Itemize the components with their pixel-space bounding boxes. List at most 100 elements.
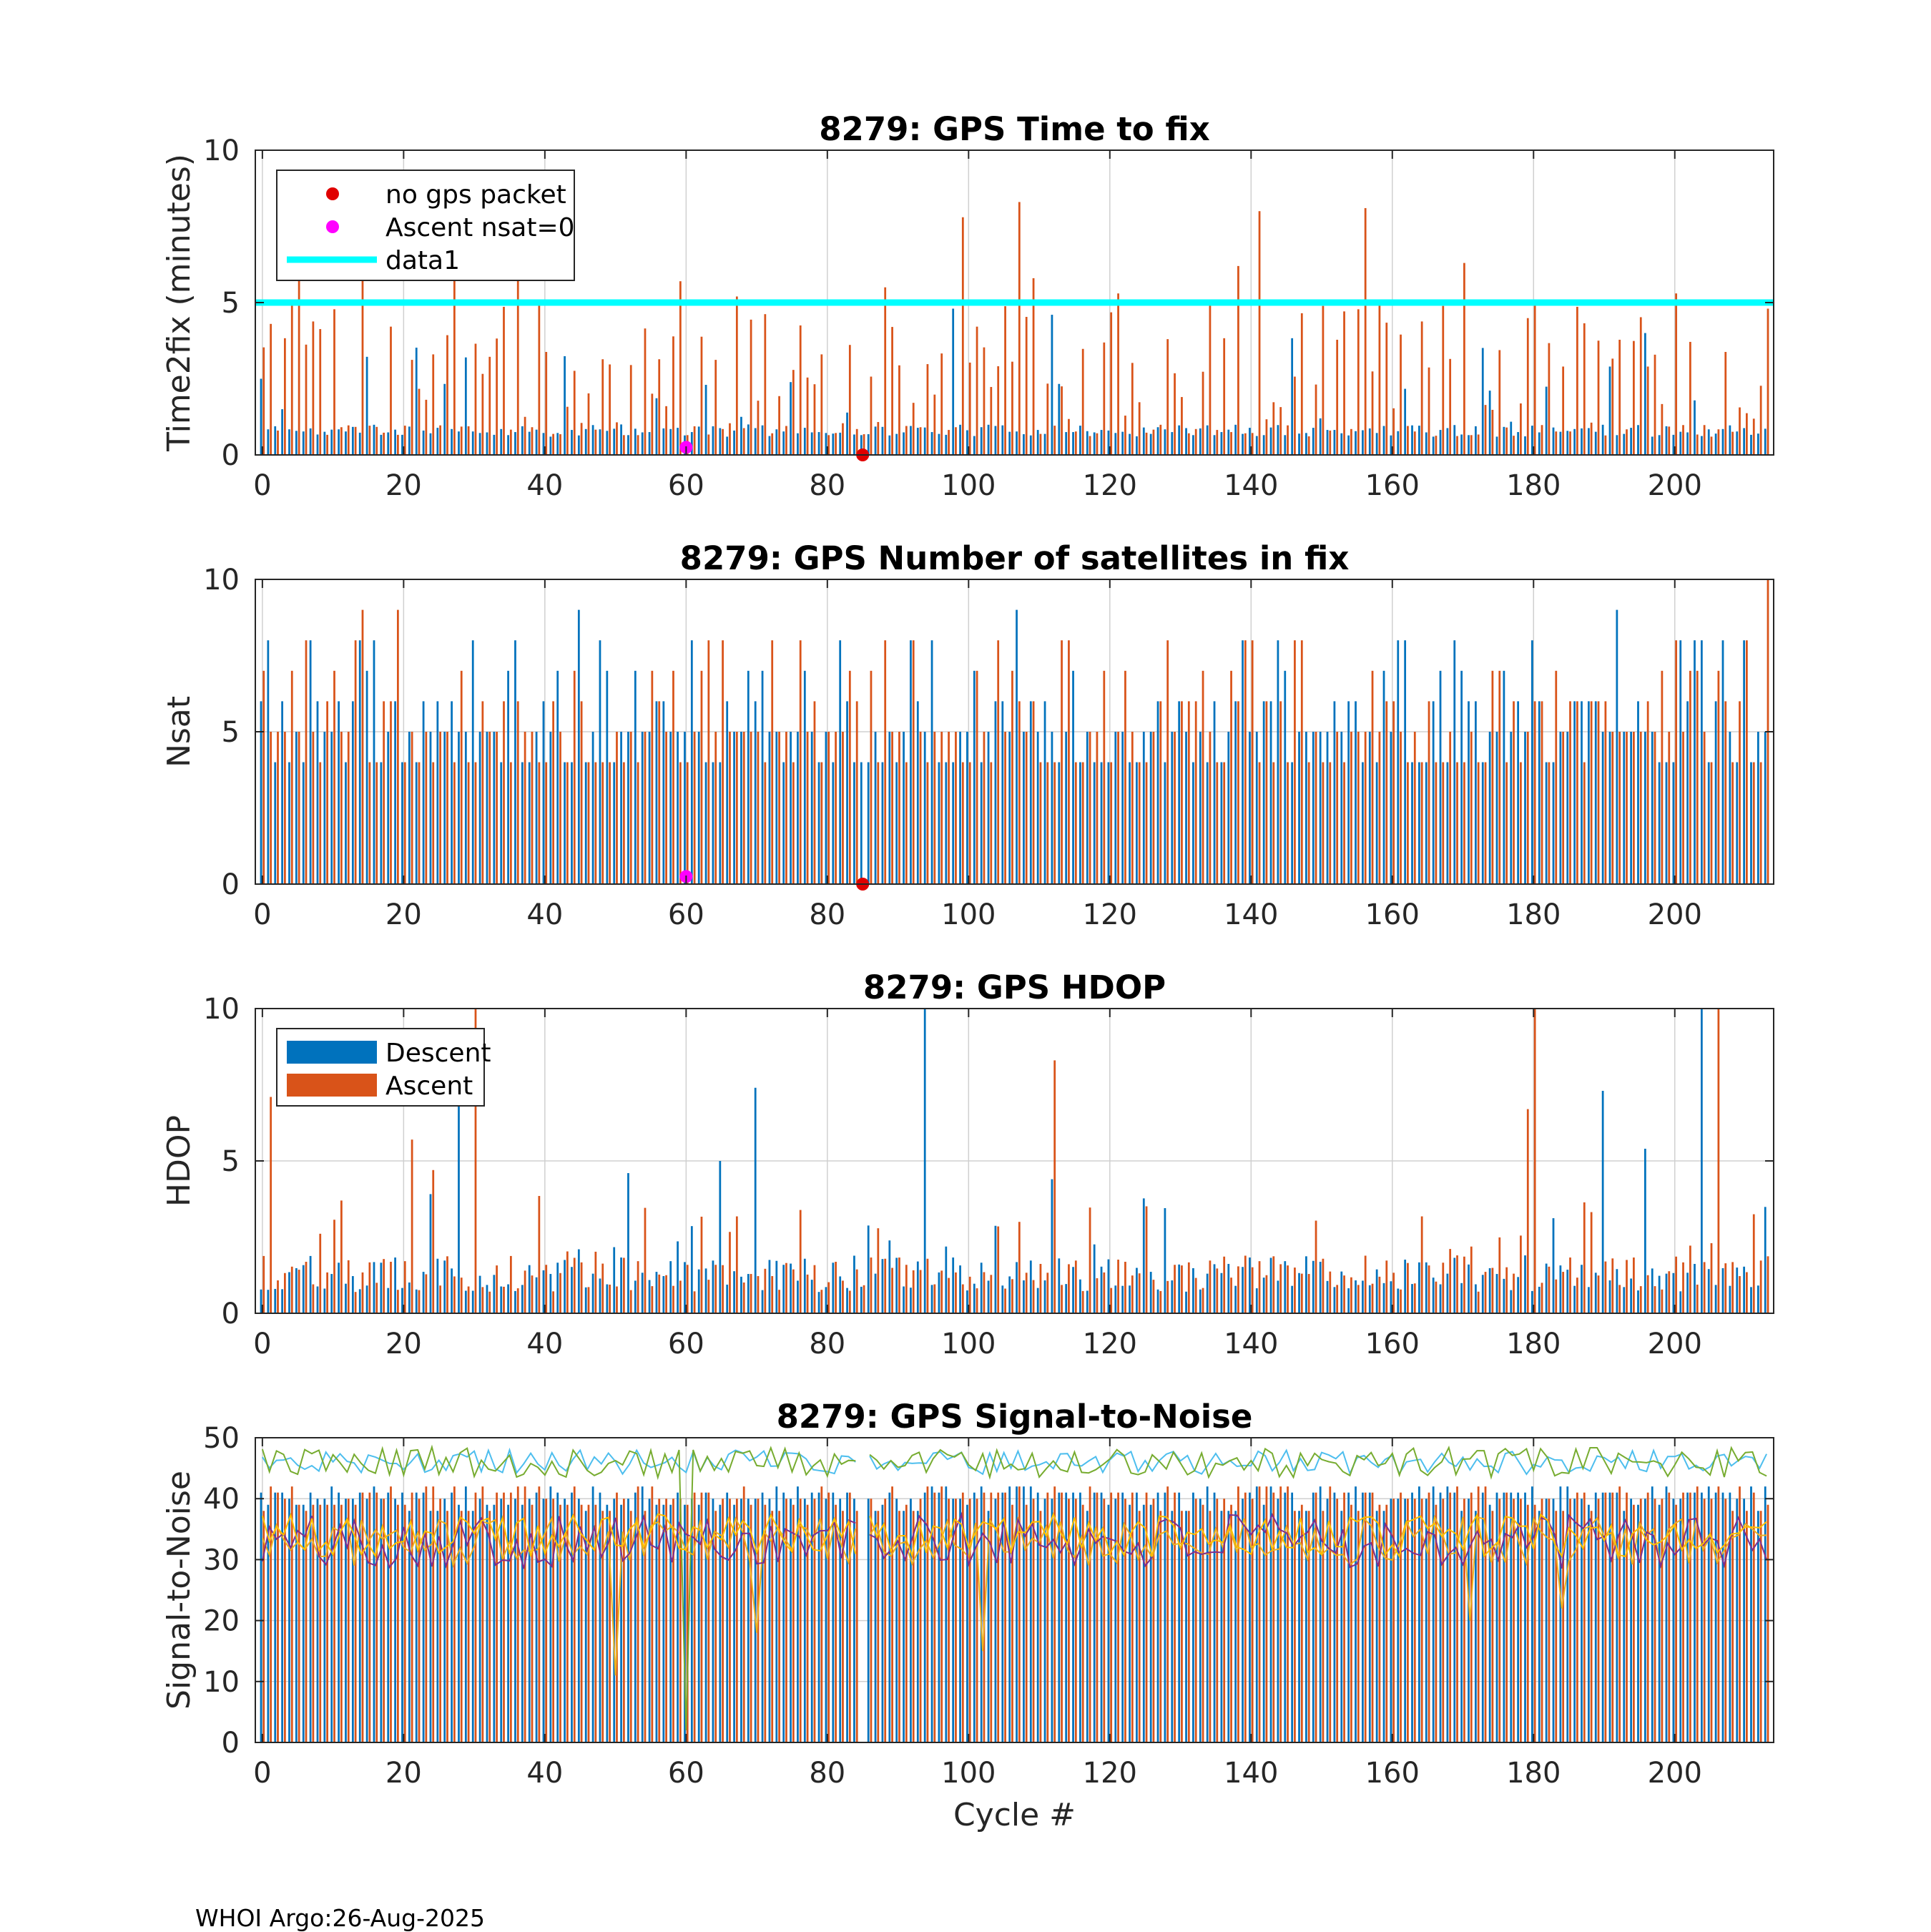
bar-descent bbox=[775, 732, 778, 884]
bar-ascent bbox=[835, 732, 837, 884]
bar-descent bbox=[1503, 670, 1505, 884]
bar-descent bbox=[1227, 429, 1230, 455]
bar-ascent bbox=[1696, 434, 1699, 455]
bar-ascent bbox=[1272, 1256, 1275, 1313]
bar-ascent bbox=[1364, 207, 1367, 455]
bar-ascent bbox=[1689, 670, 1691, 884]
bar-ascent bbox=[283, 1273, 286, 1313]
bar-descent bbox=[521, 1504, 524, 1742]
bar-descent bbox=[1390, 732, 1392, 884]
bar-ascent bbox=[354, 1292, 357, 1313]
bar-descent bbox=[295, 1504, 298, 1742]
bar-ascent bbox=[997, 1226, 1000, 1313]
bar-ascent bbox=[1194, 1499, 1197, 1742]
bar-ascent bbox=[1604, 1492, 1607, 1742]
bar-descent bbox=[606, 1504, 609, 1742]
y-axis-label: HDOP bbox=[161, 1115, 197, 1207]
bar-ascent bbox=[842, 1280, 844, 1313]
bar-descent bbox=[1136, 1267, 1138, 1313]
bar-descent bbox=[387, 1288, 390, 1313]
bar-ascent bbox=[905, 1504, 908, 1742]
bar-ascent bbox=[771, 640, 774, 884]
bar-ascent bbox=[1717, 670, 1720, 884]
bar-ascent bbox=[870, 670, 873, 884]
bar-descent bbox=[803, 1258, 806, 1313]
bar-descent bbox=[1284, 670, 1287, 884]
axes-frame bbox=[255, 1437, 1774, 1743]
bar-ascent bbox=[1131, 363, 1134, 455]
bar-ascent bbox=[270, 323, 272, 455]
bar-descent bbox=[1594, 431, 1597, 455]
bar-descent bbox=[1291, 1492, 1294, 1742]
bar-descent bbox=[274, 426, 277, 455]
bar-ascent bbox=[1159, 1290, 1162, 1313]
bar-ascent bbox=[983, 1272, 986, 1313]
bar-descent bbox=[797, 433, 799, 455]
bar-descent bbox=[1552, 762, 1555, 884]
bar-ascent bbox=[1498, 350, 1501, 455]
bar-ascent bbox=[961, 217, 964, 455]
bar-descent bbox=[1100, 430, 1103, 455]
bar-ascent bbox=[1724, 1499, 1727, 1742]
bar-descent bbox=[1347, 1492, 1350, 1742]
bar-ascent bbox=[1279, 407, 1282, 455]
y-tick-label: 10 bbox=[203, 993, 240, 1026]
bar-ascent bbox=[1689, 341, 1691, 455]
bar-ascent bbox=[1265, 701, 1268, 884]
bar-ascent bbox=[1322, 1258, 1325, 1313]
bar-ascent bbox=[1152, 732, 1155, 884]
bar-ascent bbox=[1618, 732, 1621, 884]
bar-descent bbox=[542, 433, 545, 455]
bar-ascent bbox=[1442, 1499, 1445, 1742]
bar-descent bbox=[288, 1499, 290, 1742]
bar-ascent bbox=[1654, 732, 1656, 884]
bar-descent bbox=[817, 762, 820, 884]
bar-ascent bbox=[1187, 433, 1190, 455]
bar-ascent bbox=[1767, 1504, 1769, 1742]
bar-ascent bbox=[277, 430, 279, 455]
bar-ascent bbox=[573, 1257, 576, 1313]
bar-ascent bbox=[1329, 762, 1332, 884]
bar-descent bbox=[443, 732, 446, 884]
bar-descent bbox=[260, 1289, 262, 1313]
bar-descent bbox=[556, 1262, 559, 1313]
bar-descent bbox=[1114, 732, 1117, 884]
bar-ascent bbox=[1633, 1504, 1635, 1742]
bar-ascent bbox=[1646, 1275, 1649, 1313]
bar-ascent bbox=[1477, 434, 1480, 455]
y-tick-label: 5 bbox=[222, 716, 240, 749]
bar-ascent bbox=[347, 1260, 350, 1313]
bar-ascent bbox=[439, 1499, 441, 1742]
bar-ascent bbox=[1562, 732, 1565, 884]
bar-descent bbox=[1588, 1287, 1590, 1313]
x-tick-label: 20 bbox=[385, 469, 422, 502]
bar-descent bbox=[1136, 762, 1138, 884]
bar-descent bbox=[274, 1492, 277, 1742]
bar-descent bbox=[697, 426, 700, 455]
bar-ascent bbox=[277, 1280, 279, 1313]
bar-descent bbox=[1643, 333, 1646, 455]
bar-ascent bbox=[1258, 1486, 1261, 1742]
bar-ascent bbox=[948, 1499, 950, 1742]
bar-ascent bbox=[262, 1255, 265, 1313]
bar-descent bbox=[1093, 1492, 1096, 1742]
bar-descent bbox=[1743, 640, 1746, 884]
bar-ascent bbox=[1307, 1511, 1310, 1742]
bar-ascent bbox=[933, 394, 936, 455]
bar-descent bbox=[1284, 435, 1287, 455]
bar-descent bbox=[860, 435, 863, 455]
bar-ascent bbox=[1209, 1260, 1212, 1313]
bar-ascent bbox=[1682, 732, 1684, 884]
bar-ascent bbox=[1646, 366, 1649, 455]
bar-descent bbox=[1672, 1499, 1675, 1742]
bar-descent bbox=[775, 1486, 778, 1742]
bar-descent bbox=[338, 1262, 340, 1313]
bar-ascent bbox=[1209, 1511, 1212, 1742]
bar-ascent bbox=[700, 1492, 703, 1742]
bar-descent bbox=[1446, 762, 1449, 884]
bar-descent bbox=[1036, 430, 1039, 455]
bar-descent bbox=[1156, 701, 1159, 884]
bar-descent bbox=[1616, 609, 1618, 884]
x-tick-label: 100 bbox=[941, 1328, 996, 1360]
bar-ascent bbox=[898, 1511, 900, 1742]
